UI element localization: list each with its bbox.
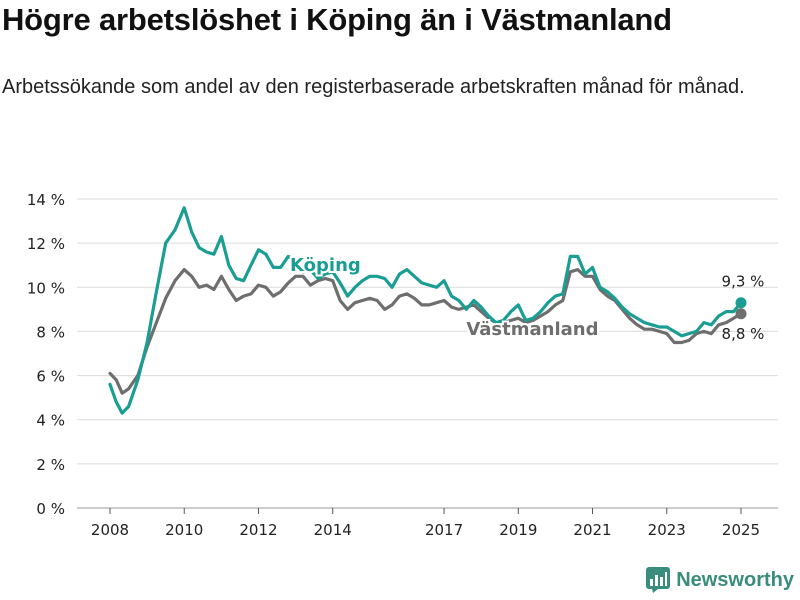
series-label-vastmanland: Västmanland [466, 319, 598, 340]
y-gridlines [77, 198, 778, 509]
x-tick-label: 2023 [648, 521, 686, 539]
x-tick-label: 2019 [499, 521, 537, 539]
x-tick-label: 2014 [314, 521, 352, 539]
newsworthy-logo-icon [646, 567, 671, 593]
x-tick-label: 2008 [91, 521, 129, 539]
y-tick-label: 8 % [36, 323, 65, 341]
x-tick-label: 2010 [165, 521, 203, 539]
x-axis: 2008 2010 2012 2014 2017 2019 2021 2023 2025 [91, 508, 760, 539]
series-lines [108, 206, 747, 415]
series-endpoint-koping [735, 297, 747, 309]
y-tick-label: 10 % [27, 279, 65, 297]
y-tick-label: 0 % [36, 500, 65, 518]
chart-subtitle: Arbetssökande som andel av den registerb… [2, 76, 745, 98]
y-tick-label: 6 % [36, 368, 65, 386]
x-tick-label: 2017 [425, 521, 463, 539]
x-tick-label: 2012 [239, 521, 277, 539]
x-tick-label: 2021 [573, 521, 611, 539]
y-tick-label: 14 % [27, 191, 65, 209]
series-endpoint-vastmanland [735, 308, 747, 320]
series-label-koping: Köping [290, 255, 361, 276]
newsworthy-logo: Newsworthy [646, 566, 794, 594]
y-tick-label: 4 % [36, 412, 65, 430]
y-tick-label: 2 % [36, 456, 65, 474]
end-label-vastmanland: 8,8 % [722, 325, 765, 343]
brand-name: Newsworthy [676, 568, 794, 591]
x-tick-label: 2025 [722, 521, 760, 539]
end-label-koping: 9,3 % [722, 273, 765, 291]
series-line-koping [108, 206, 743, 415]
series-labels: Köping Västmanland 9,3 % 8,8 % [288, 253, 765, 343]
chart-title: Högre arbetslöshet i Köping än i Västman… [2, 2, 672, 37]
series-line-vastmanland [108, 268, 743, 395]
y-tick-label: 12 % [27, 235, 65, 253]
y-axis-ticks: 0 % 2 % 4 % 6 % 8 % 10 % 12 % 14 % [27, 191, 65, 518]
